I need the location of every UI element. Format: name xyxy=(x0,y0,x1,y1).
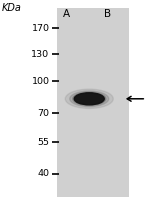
Text: A: A xyxy=(62,9,70,19)
Text: 100: 100 xyxy=(32,77,50,86)
Text: 40: 40 xyxy=(38,169,50,178)
Text: 55: 55 xyxy=(38,138,50,147)
Ellipse shape xyxy=(65,89,113,108)
Bar xyxy=(57,8,129,197)
Text: B: B xyxy=(104,9,112,19)
Ellipse shape xyxy=(70,91,109,107)
Ellipse shape xyxy=(74,93,104,105)
Text: 70: 70 xyxy=(38,109,50,118)
Text: 170: 170 xyxy=(32,24,50,33)
Text: 130: 130 xyxy=(31,50,50,59)
Text: KDa: KDa xyxy=(2,3,21,13)
Ellipse shape xyxy=(73,92,106,105)
